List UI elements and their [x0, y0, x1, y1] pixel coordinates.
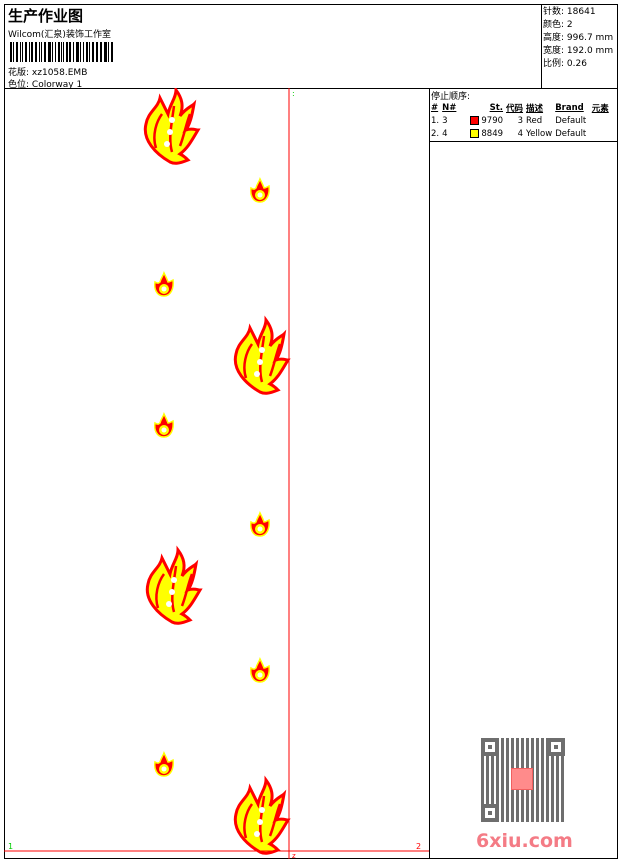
stop-sequence-panel: 停止顺序: # N# St. 代码 描述 Brand 元素 1. 3 9790 3 Re… — [430, 88, 618, 859]
small-flame-motif — [154, 413, 174, 438]
color-count: 颜色: 2 — [543, 20, 573, 30]
page-frame — [4, 4, 618, 859]
motifs — [143, 88, 290, 855]
bottom-marker: z — [292, 852, 296, 859]
big-flame-motif — [233, 778, 290, 855]
design-info: 针数: 18641 颜色: 2 高度: 996.7 mm 宽度: 192.0 m… — [542, 4, 618, 89]
color-swatch-yellow — [470, 128, 480, 138]
table-divider — [430, 141, 618, 142]
small-flame-motif — [250, 178, 270, 203]
company-name: Wilcom(汇泉)装饰工作室 — [8, 30, 111, 40]
scale: 比例: 0.26 — [543, 59, 587, 69]
big-flame-motif — [143, 88, 200, 165]
stop-sequence-caption: 停止顺序: — [431, 92, 471, 102]
stitch-count: 针数: 18641 — [543, 7, 596, 17]
height: 高度: 996.7 mm — [543, 33, 614, 43]
small-flame-motif — [250, 512, 270, 537]
color-swatch-red — [470, 115, 480, 125]
colorway: 色位: Colorway 1 — [8, 80, 83, 90]
seal-stamp — [511, 768, 533, 790]
big-flame-motif — [145, 548, 202, 625]
table-row[interactable]: 2. 4 8849 4 Yellow Default — [431, 128, 587, 139]
watermark-logo: 6xiu.com — [476, 830, 573, 852]
small-flame-motif — [250, 658, 270, 683]
header: 生产作业图 Wilcom(汇泉)装饰工作室 花版: xz1058.EMB 色位:… — [4, 4, 542, 90]
design-preview: 1 2 : z — [4, 88, 429, 859]
stop-sequence-table: # N# St. 代码 描述 Brand 元素 1. 3 9790 3 Red Defa… — [431, 101, 612, 140]
qr-code — [481, 738, 565, 822]
end-marker: 2 — [416, 842, 421, 851]
table-row[interactable]: 1. 3 9790 3 Red Default — [431, 115, 587, 126]
page-title: 生产作业图 — [8, 7, 84, 25]
start-marker: 1 — [8, 842, 13, 851]
big-flame-motif — [233, 318, 290, 395]
top-marker: : — [292, 89, 295, 98]
small-flame-motif — [154, 752, 174, 777]
design-canvas[interactable]: 1 2 : z — [4, 88, 430, 859]
width: 宽度: 192.0 mm — [543, 46, 614, 56]
barcode — [10, 42, 115, 62]
design-file: 花版: xz1058.EMB — [8, 68, 88, 78]
small-flame-motif — [154, 272, 174, 297]
